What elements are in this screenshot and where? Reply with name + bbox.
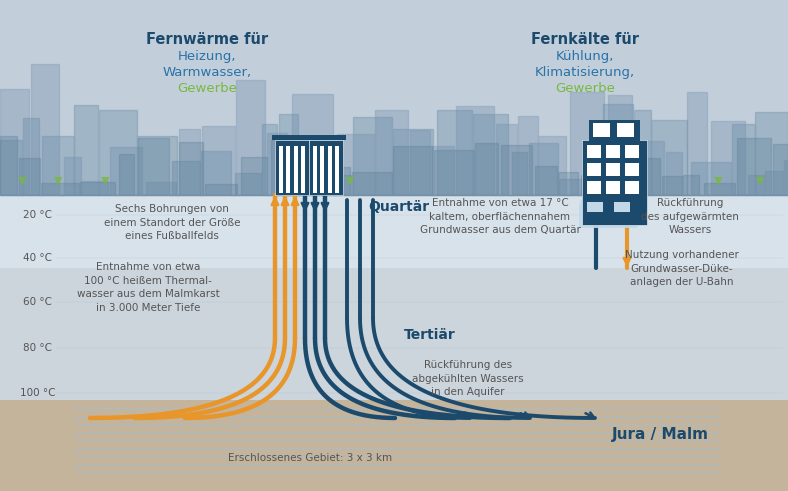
Bar bbox=[0, 0, 788, 195]
Bar bbox=[587, 163, 601, 176]
Text: Fernkälte für: Fernkälte für bbox=[531, 32, 639, 47]
Bar bbox=[336, 146, 340, 193]
Bar bbox=[625, 181, 639, 194]
Bar bbox=[0, 268, 788, 400]
Bar bbox=[279, 146, 283, 193]
Text: Sechs Bohrungen von
einem Standort der Größe
eines Fußballfelds: Sechs Bohrungen von einem Standort der G… bbox=[104, 204, 240, 241]
Text: ▼: ▼ bbox=[54, 176, 62, 186]
Text: 60 °C: 60 °C bbox=[24, 297, 53, 307]
Bar bbox=[294, 146, 298, 193]
Bar bbox=[625, 163, 639, 176]
Bar bbox=[584, 200, 606, 215]
Bar bbox=[272, 135, 312, 140]
Text: 100 °C: 100 °C bbox=[20, 388, 56, 398]
Bar bbox=[589, 120, 640, 142]
Bar bbox=[614, 202, 630, 212]
Polygon shape bbox=[0, 136, 788, 195]
Bar bbox=[582, 140, 647, 225]
Bar bbox=[301, 146, 306, 193]
Bar bbox=[625, 145, 639, 158]
Text: Warmwasser,: Warmwasser, bbox=[162, 66, 251, 79]
Text: Entnahme von etwa
100 °C heißem Thermal-
wasser aus dem Malmkarst
in 3.000 Meter: Entnahme von etwa 100 °C heißem Thermal-… bbox=[76, 262, 219, 313]
Text: Klimatisierung,: Klimatisierung, bbox=[535, 66, 635, 79]
Polygon shape bbox=[0, 64, 788, 195]
Bar bbox=[309, 140, 343, 195]
Text: Rückführung
des aufgewärmten
Wassers: Rückführung des aufgewärmten Wassers bbox=[641, 198, 739, 235]
Text: Tertiär: Tertiär bbox=[404, 328, 456, 342]
Text: Nutzung vorhandener
Grundwasser-Düke-
anlagen der U-Bahn: Nutzung vorhandener Grundwasser-Düke- an… bbox=[625, 250, 739, 287]
Text: Jura / Malm: Jura / Malm bbox=[611, 428, 708, 442]
Bar bbox=[0, 195, 788, 268]
Bar bbox=[606, 145, 620, 158]
Text: Rückführung des
abgekühlten Wassers
in den Aquifer: Rückführung des abgekühlten Wassers in d… bbox=[412, 360, 524, 397]
Text: 80 °C: 80 °C bbox=[24, 343, 53, 353]
Text: ▼: ▼ bbox=[346, 176, 355, 186]
Text: ▼: ▼ bbox=[18, 176, 26, 186]
Text: ▼: ▼ bbox=[756, 176, 764, 186]
Bar bbox=[587, 202, 603, 212]
Text: ▼: ▼ bbox=[714, 176, 723, 186]
Bar bbox=[579, 208, 637, 228]
Text: Entnahme von etwa 17 °C
kaltem, oberflächennahem
Grundwasser aus dem Quartär: Entnahme von etwa 17 °C kaltem, oberfläc… bbox=[419, 198, 581, 235]
Bar bbox=[328, 146, 332, 193]
Bar bbox=[587, 145, 601, 158]
Bar bbox=[306, 135, 346, 140]
Text: Gewerbe: Gewerbe bbox=[555, 82, 615, 95]
Bar bbox=[313, 146, 317, 193]
Bar bbox=[617, 123, 634, 137]
Bar bbox=[606, 181, 620, 194]
Polygon shape bbox=[0, 104, 788, 195]
Bar bbox=[320, 146, 324, 193]
Text: 40 °C: 40 °C bbox=[24, 253, 53, 263]
Ellipse shape bbox=[579, 188, 637, 228]
Text: Kühlung,: Kühlung, bbox=[556, 50, 614, 63]
Text: Quartär: Quartär bbox=[368, 200, 429, 214]
Text: Gewerbe: Gewerbe bbox=[177, 82, 237, 95]
Bar bbox=[286, 146, 290, 193]
Text: 20 °C: 20 °C bbox=[24, 210, 53, 220]
Bar bbox=[593, 123, 610, 137]
Bar bbox=[0, 400, 788, 491]
Bar bbox=[606, 163, 620, 176]
Text: Erschlossenes Gebiet: 3 x 3 km: Erschlossenes Gebiet: 3 x 3 km bbox=[228, 453, 392, 463]
Bar bbox=[587, 181, 601, 194]
Text: Heizung,: Heizung, bbox=[178, 50, 236, 63]
Text: Fernwärme für: Fernwärme für bbox=[146, 32, 268, 47]
Text: ▼: ▼ bbox=[101, 176, 110, 186]
Bar bbox=[275, 140, 309, 195]
Bar bbox=[611, 200, 633, 215]
